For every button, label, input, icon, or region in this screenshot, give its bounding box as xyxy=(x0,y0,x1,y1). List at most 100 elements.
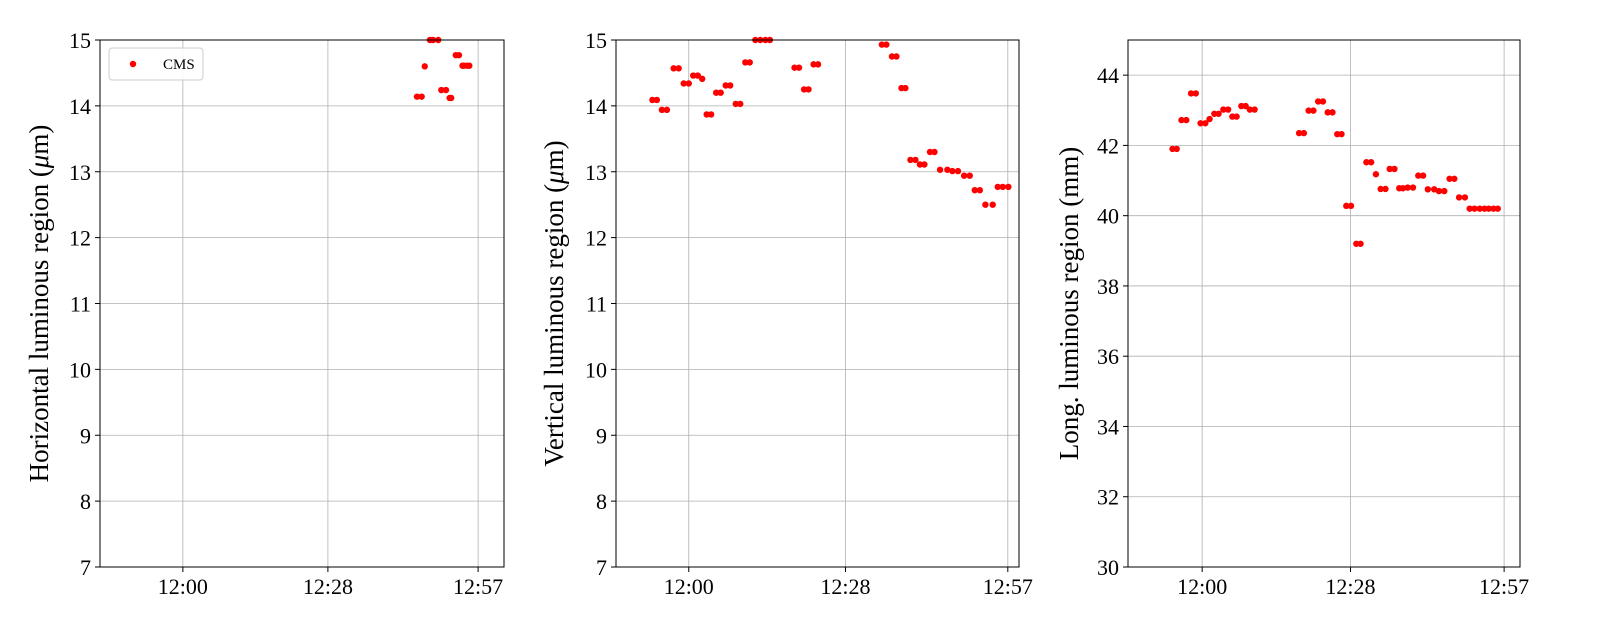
plot-frame xyxy=(1127,39,1521,568)
data-point xyxy=(893,53,900,60)
data-point xyxy=(1391,165,1398,173)
data-point xyxy=(805,86,812,93)
panel-longitudinal: 30 32 34 36 38 40 42 44 12:00 12:28 12:57 Long. lum… xyxy=(1054,39,1529,599)
y-tick-label: 7 xyxy=(80,555,91,580)
data-point xyxy=(902,84,909,92)
data-point xyxy=(1329,109,1336,116)
y-axis-title-unit-symbol: μ xyxy=(24,155,54,170)
data-point xyxy=(699,75,706,83)
data-point xyxy=(1399,185,1407,192)
data-point xyxy=(1251,106,1258,113)
y-tick-label: 15 xyxy=(69,28,91,53)
data-point xyxy=(438,86,445,94)
data-point xyxy=(737,100,744,108)
data-point xyxy=(916,161,924,168)
data-point xyxy=(926,148,934,156)
y-tick-label: 12 xyxy=(69,226,91,251)
data-point xyxy=(675,65,682,72)
data-point xyxy=(971,186,978,194)
data-point xyxy=(1357,240,1364,247)
data-point xyxy=(742,59,749,66)
data-point xyxy=(1441,187,1448,195)
y-tick-label: 9 xyxy=(80,423,91,448)
y-tick-label: 7 xyxy=(596,555,607,580)
data-point xyxy=(1409,184,1417,191)
data-point xyxy=(703,111,710,118)
panel-vertical: 7 8 9 10 11 12 13 14 15 12:00 12:28 12:57 Vertical l… xyxy=(539,28,1033,599)
y-tick-label: 14 xyxy=(69,94,91,119)
y-tick-label: 42 xyxy=(1097,133,1119,158)
y-tick-label: 14 xyxy=(585,94,607,119)
data-point xyxy=(1305,107,1312,114)
y-tick-label: 12 xyxy=(585,226,607,251)
data-point xyxy=(999,183,1006,191)
data-point xyxy=(883,41,890,48)
data-point xyxy=(944,166,951,173)
y-tick-label: 10 xyxy=(585,357,607,382)
y-tick-label: 32 xyxy=(1097,485,1119,510)
data-point xyxy=(1382,185,1389,193)
data-point xyxy=(1338,130,1345,138)
data-point xyxy=(1319,98,1327,105)
x-tick-label: 12:28 xyxy=(303,574,353,599)
data-point xyxy=(1461,194,1469,201)
data-point xyxy=(447,94,455,102)
data-point xyxy=(690,72,697,79)
data-point xyxy=(1233,113,1240,120)
data-point xyxy=(1377,185,1384,193)
legend-box xyxy=(108,47,204,81)
data-point xyxy=(670,65,677,72)
data-point xyxy=(466,62,473,69)
data-point xyxy=(1187,90,1195,97)
data-point xyxy=(1347,202,1355,210)
data-point xyxy=(954,167,962,175)
data-point xyxy=(418,93,425,100)
y-axis-title: Vertical luminous region (μm) xyxy=(539,140,569,466)
data-point xyxy=(1215,110,1222,117)
y-tick-label: 44 xyxy=(1097,63,1119,88)
plot-frame xyxy=(99,39,505,568)
data-point xyxy=(1386,165,1393,173)
data-point xyxy=(712,89,720,96)
data-point xyxy=(1446,175,1453,182)
y-axis-title-unit-rest: m) xyxy=(539,140,569,170)
data-point xyxy=(1310,107,1317,114)
data-point xyxy=(907,156,914,164)
data-point xyxy=(1324,109,1331,116)
x-tick-label: 12:28 xyxy=(1325,574,1375,599)
data-point xyxy=(658,106,666,114)
data-point xyxy=(1300,129,1308,137)
data-point xyxy=(1242,102,1249,110)
data-point xyxy=(1404,184,1411,191)
data-point xyxy=(810,61,817,68)
y-axis-title-unit-rest: m) xyxy=(24,125,54,155)
data-point xyxy=(888,53,896,60)
data-point xyxy=(1343,202,1350,210)
y-axis-title: Long. luminous region (mm) xyxy=(1054,147,1084,460)
data-point xyxy=(1419,172,1427,179)
data-point xyxy=(1363,159,1370,166)
x-tick-label: 12:00 xyxy=(1177,574,1227,599)
data-point xyxy=(1435,187,1443,195)
y-tick-label: 10 xyxy=(69,357,91,382)
data-point xyxy=(982,201,989,208)
y-tick-label: 40 xyxy=(1097,204,1119,229)
x-tick-label: 12:28 xyxy=(820,574,870,599)
y-tick-label: 15 xyxy=(585,28,607,53)
data-point xyxy=(1202,120,1209,127)
x-tick-label: 12:57 xyxy=(453,574,503,599)
data-point xyxy=(722,82,729,89)
data-point xyxy=(726,82,734,89)
data-point xyxy=(800,86,808,93)
y-axis-title-prefix: Vertical luminous region ( xyxy=(539,184,569,467)
data-point xyxy=(931,148,938,156)
y-tick-label: 13 xyxy=(69,160,91,185)
data-point xyxy=(1455,194,1463,201)
data-point xyxy=(663,106,671,114)
data-point xyxy=(795,64,803,71)
data-point xyxy=(746,59,753,66)
x-tick-label: 12:57 xyxy=(1479,574,1529,599)
data-point xyxy=(966,172,973,179)
legend-marker xyxy=(129,60,137,68)
